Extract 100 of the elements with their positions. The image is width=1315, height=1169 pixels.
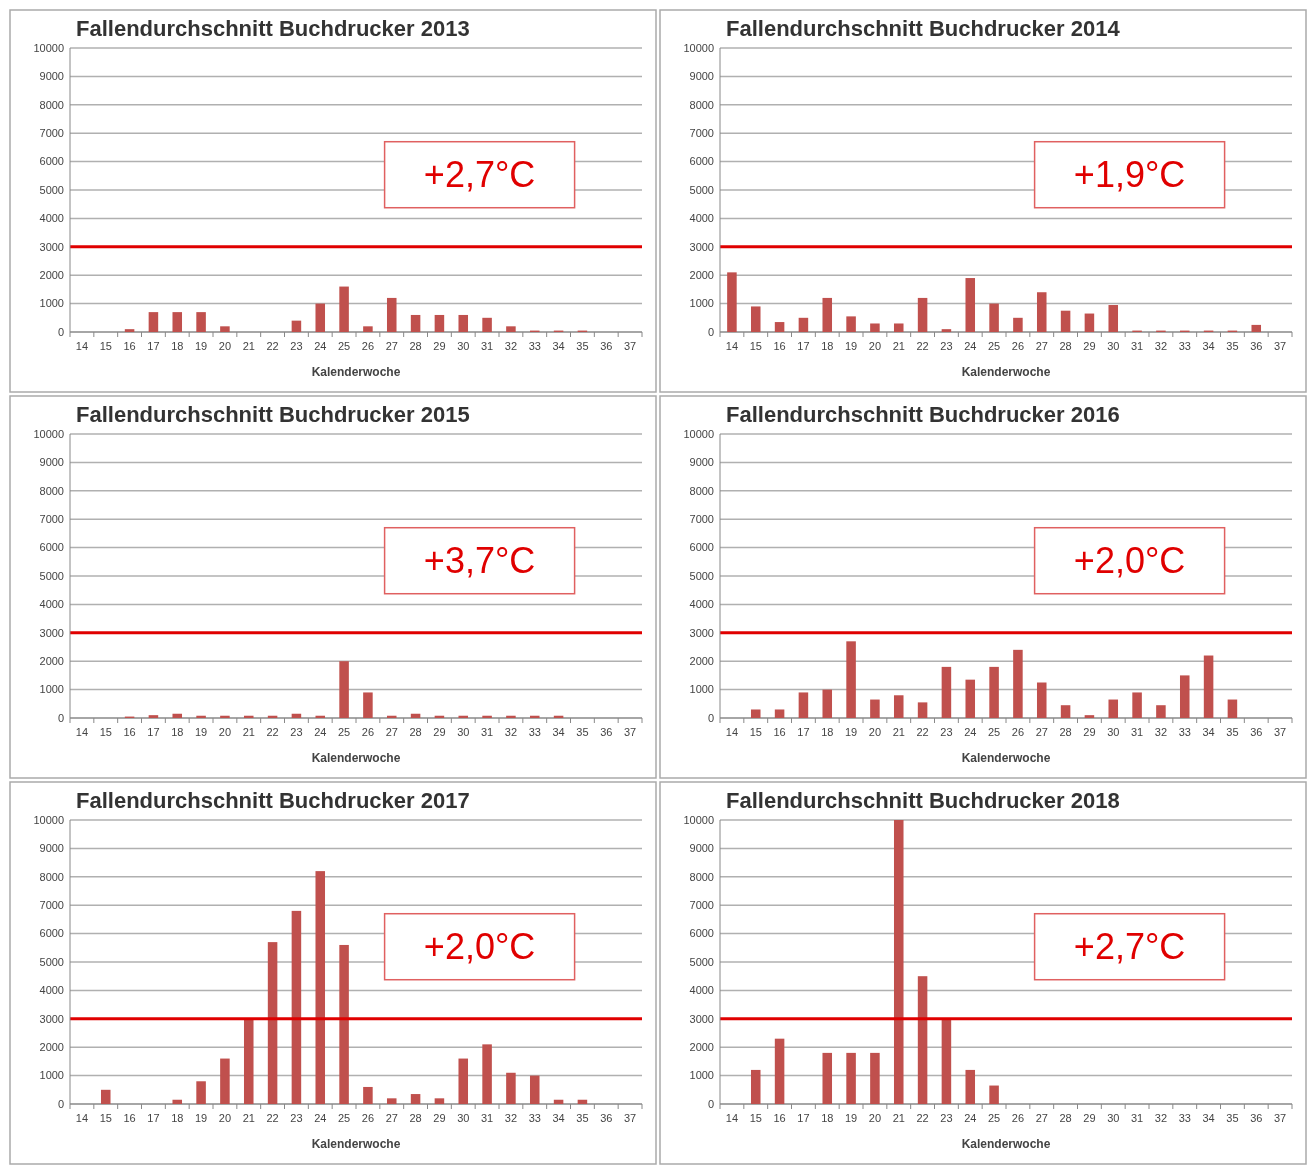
x-tick-label: 32	[504, 340, 518, 352]
x-tick-label: 21	[892, 1112, 905, 1124]
x-tick-label: 18	[821, 1112, 834, 1124]
bar	[750, 709, 761, 718]
x-tick-label: 30	[457, 1112, 470, 1124]
bar	[822, 689, 833, 718]
x-tick-label: 28	[409, 726, 422, 738]
x-tick-label: 17	[797, 1112, 810, 1124]
x-tick-label: 19	[194, 1112, 208, 1124]
x-tick-label: 37	[1273, 726, 1287, 738]
x-tick-label: 28	[1059, 1112, 1072, 1124]
x-tick-label: 15	[99, 726, 112, 738]
annotation: +1,9°C	[1073, 154, 1186, 196]
y-tick-label: 8000	[689, 98, 714, 111]
x-tick-label: 14	[75, 340, 89, 352]
x-tick-label: 16	[773, 340, 786, 352]
x-tick-label: 31	[1130, 1112, 1144, 1124]
bar	[339, 944, 349, 1104]
x-tick-label: 37	[623, 726, 637, 738]
bar	[941, 666, 952, 718]
x-tick-label: 35	[576, 1112, 589, 1124]
y-tick-label: 9000	[689, 70, 714, 83]
y-tick-label: 2000	[39, 269, 64, 282]
x-tick-label: 24	[964, 340, 977, 352]
y-tick-label: 5000	[39, 955, 64, 968]
bar	[750, 1069, 761, 1104]
x-tick-label: 34	[1202, 340, 1215, 352]
bar	[774, 322, 785, 332]
x-tick-label: 19	[844, 340, 858, 352]
x-tick-label: 24	[964, 1112, 977, 1124]
x-tick-label: 18	[171, 726, 184, 738]
x-tick-label: 30	[457, 726, 470, 738]
x-tick-label: 15	[99, 1112, 112, 1124]
x-tick-label: 28	[1059, 340, 1072, 352]
y-tick-label: 3000	[689, 626, 714, 639]
x-tick-label: 14	[75, 726, 89, 738]
y-tick-label: 10000	[33, 813, 64, 826]
x-tick-label: 28	[1059, 726, 1072, 738]
annotation: +2,0°C	[423, 926, 536, 968]
x-tick-label: 15	[749, 340, 762, 352]
bar	[315, 715, 326, 718]
x-tick-label: 31	[480, 1112, 494, 1124]
chart-title: Fallendurchschnitt Buchdrucker 2017	[76, 788, 470, 813]
x-tick-label: 34	[552, 340, 565, 352]
x-tick-label: 32	[504, 726, 518, 738]
x-tick-label: 14	[725, 340, 739, 352]
x-tick-label: 34	[552, 726, 565, 738]
y-tick-label: 10000	[683, 41, 714, 54]
bar	[1179, 675, 1190, 718]
y-tick-label: 8000	[689, 484, 714, 497]
y-tick-label: 9000	[39, 842, 64, 855]
y-tick-label: 4000	[689, 212, 714, 225]
x-tick-label: 24	[314, 726, 327, 738]
x-tick-label: 36	[1250, 1112, 1263, 1124]
y-tick-label: 6000	[39, 541, 64, 554]
x-tick-label: 23	[290, 340, 303, 352]
x-tick-label: 25	[337, 1112, 351, 1124]
bar	[196, 1081, 206, 1104]
y-tick-label: 9000	[689, 456, 714, 469]
y-tick-label: 1000	[689, 683, 714, 696]
x-tick-label: 29	[1083, 1112, 1096, 1124]
x-tick-label: 19	[844, 1112, 858, 1124]
x-tick-label: 33	[528, 1112, 541, 1124]
x-tick-label: 16	[123, 726, 136, 738]
x-tick-label: 20	[218, 726, 232, 738]
y-tick-label: 4000	[689, 984, 714, 997]
bar	[822, 1052, 833, 1104]
y-tick-label: 5000	[39, 183, 64, 196]
bar	[917, 702, 928, 718]
x-tick-label: 14	[725, 1112, 739, 1124]
x-tick-label: 15	[749, 1112, 762, 1124]
x-axis-title: Kalenderwoche	[961, 751, 1051, 765]
bar	[965, 679, 976, 718]
x-tick-label: 28	[409, 1112, 422, 1124]
chart-title: Fallendurchschnitt Buchdrucker 2014	[726, 16, 1121, 41]
bar	[315, 871, 326, 1104]
bar	[1203, 655, 1214, 718]
x-tick-label: 26	[361, 340, 375, 352]
x-tick-label: 36	[600, 340, 613, 352]
chart-title: Fallendurchschnitt Buchdrucker 2013	[76, 16, 470, 41]
x-tick-label: 22	[266, 726, 279, 738]
x-tick-label: 25	[987, 726, 1001, 738]
y-tick-label: 6000	[39, 155, 64, 168]
chart-title: Fallendurchschnitt Buchdrucker 2016	[726, 402, 1120, 427]
y-tick-label: 5000	[689, 569, 714, 582]
x-tick-label: 27	[1035, 340, 1048, 352]
bar	[870, 1052, 880, 1104]
y-tick-label: 0	[707, 325, 714, 338]
bar	[386, 715, 397, 718]
x-tick-label: 37	[1273, 1112, 1287, 1124]
y-tick-label: 1000	[39, 297, 64, 310]
x-tick-label: 20	[218, 340, 232, 352]
bar	[410, 314, 421, 332]
x-tick-label: 35	[1226, 1112, 1239, 1124]
bar	[822, 297, 833, 332]
x-tick-label: 24	[314, 340, 327, 352]
y-tick-label: 7000	[39, 899, 64, 912]
x-tick-label: 29	[433, 726, 446, 738]
x-tick-label: 15	[749, 726, 762, 738]
bar	[1013, 317, 1023, 332]
